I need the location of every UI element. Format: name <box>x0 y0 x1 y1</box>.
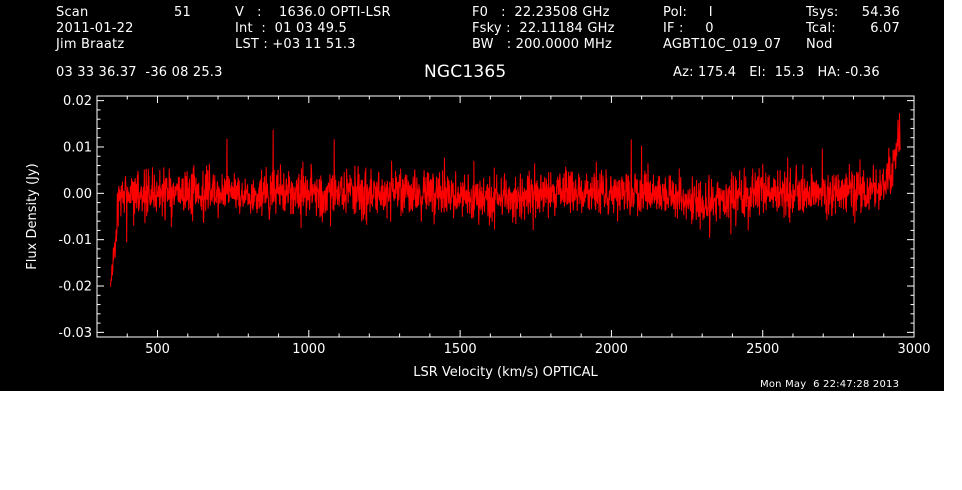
project-id: AGBT10C_019_07 <box>663 37 782 52</box>
spectrum-trace <box>110 113 901 287</box>
integration-line: Int : 01 03 49.5 <box>235 21 347 36</box>
x-tick-label: 1000 <box>292 342 325 357</box>
y-tick-label: -0.03 <box>58 326 92 341</box>
velocity-line: V : 1636.0 OPTI-LSR <box>235 5 391 20</box>
x-axis-label: LSR Velocity (km/s) OPTICAL <box>413 365 598 380</box>
lst-line: LST : +03 11 51.3 <box>235 37 356 52</box>
x-tick-label: 2500 <box>746 342 779 357</box>
spectrum-chart: 500 1000 1500 2000 2500 3000 -0.03 -0.02 -0.01 0.… <box>25 94 931 380</box>
y-tick-label: -0.02 <box>58 280 92 295</box>
y-tick-label: 0.01 <box>63 140 92 155</box>
x-tick-label: 2000 <box>595 342 628 357</box>
x-tick-label: 3000 <box>897 342 930 357</box>
tsys-label: Tsys: <box>806 5 839 20</box>
observer-name: Jim Braatz <box>56 37 125 52</box>
x-tick-label: 500 <box>145 342 170 357</box>
bandwidth-line: BW : 200.0000 MHz <box>472 37 612 52</box>
tsys-value: 54.36 <box>861 5 900 20</box>
sky-freq-line: Fsky : 22.11184 GHz <box>472 21 615 36</box>
tcal-value: 6.07 <box>870 21 900 36</box>
tcal-label: Tcal: <box>806 21 836 36</box>
obs-date: 2011-01-22 <box>56 21 134 36</box>
nod-label: Nod <box>806 37 833 52</box>
scan-label: Scan <box>56 5 89 20</box>
scan-value: 51 <box>174 5 191 20</box>
source-coordinates: 03 33 36.37 -36 08 25.3 <box>56 65 223 80</box>
y-axis-label: Flux Density (Jy) <box>25 163 40 269</box>
rest-freq-line: F0 : 22.23508 GHz <box>472 5 610 20</box>
polarization-line: Pol: I <box>663 5 713 20</box>
y-tick-label: -0.01 <box>58 233 92 248</box>
chart-title: NGC1365 <box>424 62 507 82</box>
az-el-ha-line: Az: 175.4 El: 15.3 HA: -0.36 <box>673 65 880 80</box>
y-tick-label: 0.00 <box>63 187 92 202</box>
plot-panel: Scan 51 2011-01-22 Jim Braatz V : 1636.0… <box>0 0 944 391</box>
plot-timestamp: Mon May 6 22:47:28 2013 <box>760 379 900 390</box>
y-tick-label: 0.02 <box>63 94 92 109</box>
plot-frame <box>96 95 915 338</box>
x-tick-label: 1500 <box>444 342 477 357</box>
if-line: IF : 0 <box>663 21 714 36</box>
